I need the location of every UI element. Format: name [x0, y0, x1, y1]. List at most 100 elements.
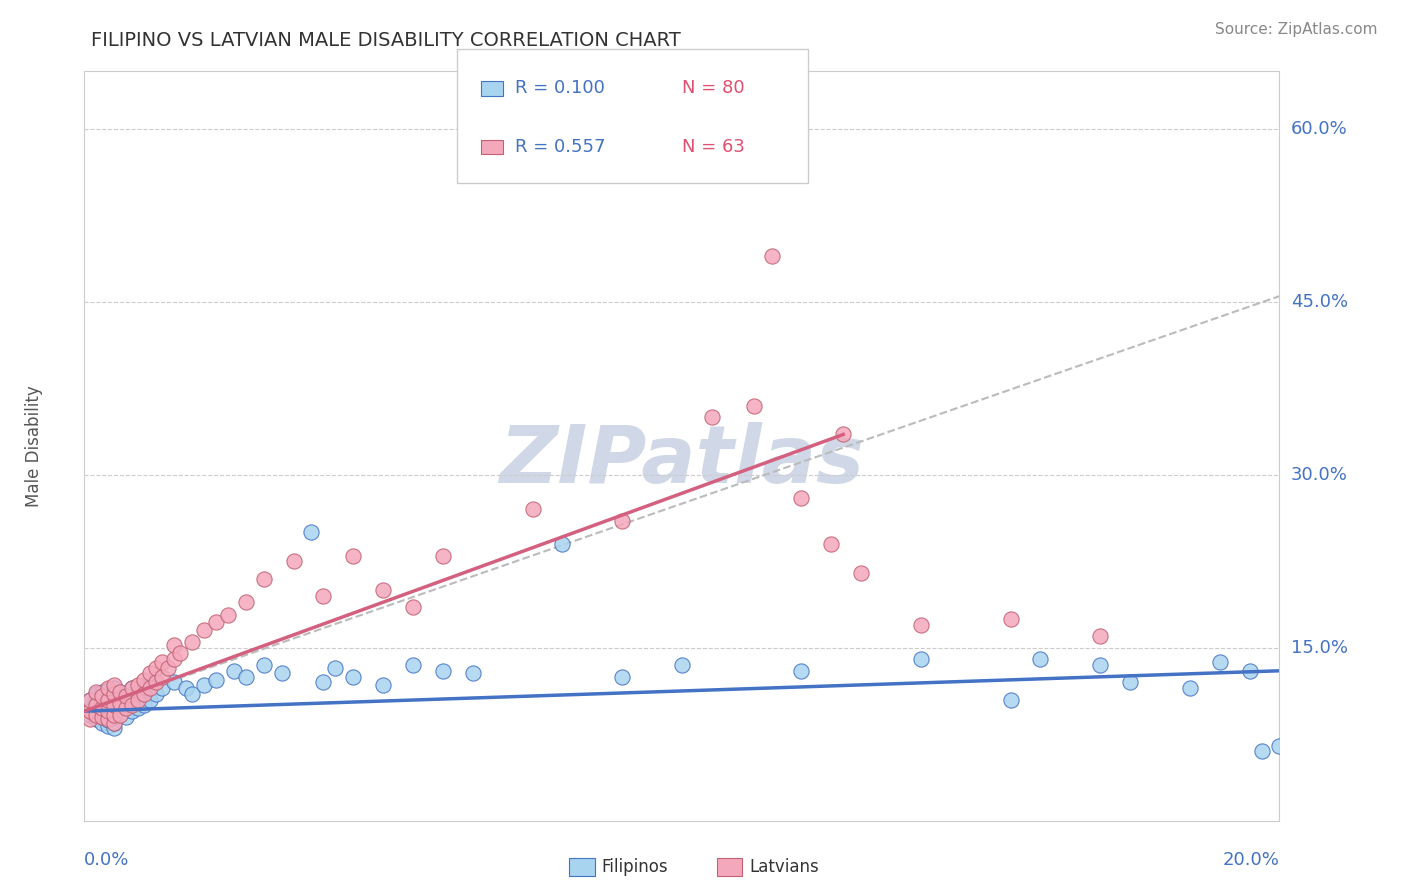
Point	[132, 681, 156, 695]
Point	[103, 715, 125, 730]
Point	[139, 678, 162, 692]
Point	[181, 687, 204, 701]
Point	[121, 692, 143, 706]
Point	[97, 692, 120, 706]
Point	[157, 661, 180, 675]
Point	[103, 698, 125, 713]
Point	[342, 669, 364, 683]
Point	[139, 692, 162, 706]
Point	[145, 687, 167, 701]
Point	[110, 684, 132, 698]
Point	[551, 537, 574, 551]
Point	[742, 399, 765, 413]
Point	[97, 707, 120, 722]
Text: Male Disability: Male Disability	[24, 385, 42, 507]
Point	[222, 664, 245, 678]
Point	[150, 681, 173, 695]
Text: 45.0%: 45.0%	[1291, 293, 1348, 311]
Point	[97, 702, 120, 716]
Point	[91, 689, 114, 703]
Point	[103, 722, 125, 736]
Point	[910, 617, 932, 632]
Point	[193, 678, 215, 692]
Text: 60.0%: 60.0%	[1291, 120, 1347, 138]
Point	[150, 655, 173, 669]
Point	[373, 583, 395, 598]
Point	[97, 681, 120, 695]
Point	[402, 600, 425, 615]
Point	[110, 696, 132, 710]
Point	[103, 698, 125, 713]
Point	[103, 707, 125, 722]
Point	[325, 661, 347, 675]
Point	[91, 684, 114, 698]
Point	[832, 427, 855, 442]
Point	[79, 707, 101, 722]
Point	[181, 635, 204, 649]
Point	[851, 566, 873, 580]
Point	[110, 692, 132, 706]
Point	[169, 647, 191, 661]
Text: N = 63: N = 63	[682, 138, 745, 156]
Text: Filipinos: Filipinos	[602, 858, 668, 876]
Point	[103, 704, 125, 718]
Point	[127, 692, 149, 706]
Point	[1000, 612, 1022, 626]
Point	[150, 669, 173, 683]
Point	[132, 698, 156, 713]
Point	[132, 687, 156, 701]
Point	[1250, 744, 1272, 758]
Point	[79, 698, 101, 713]
Point	[121, 698, 143, 713]
Point	[253, 572, 276, 586]
Point	[312, 675, 335, 690]
Point	[91, 692, 114, 706]
Point	[97, 719, 120, 733]
Point	[86, 707, 108, 722]
Point	[1209, 655, 1232, 669]
Point	[127, 678, 149, 692]
Point	[91, 710, 114, 724]
Point	[86, 698, 108, 713]
Point	[1000, 692, 1022, 706]
Point	[86, 698, 108, 713]
Point	[91, 704, 114, 718]
Point	[91, 700, 114, 714]
Point	[86, 687, 108, 701]
Point	[671, 658, 693, 673]
Point	[97, 712, 120, 726]
Point	[110, 700, 132, 714]
Text: 30.0%: 30.0%	[1291, 466, 1347, 483]
Point	[121, 681, 143, 695]
Point	[145, 675, 167, 690]
Point	[110, 684, 132, 698]
Point	[91, 715, 114, 730]
Point	[110, 707, 132, 722]
Point	[700, 410, 723, 425]
Point	[97, 704, 120, 718]
Point	[127, 700, 149, 714]
Point	[174, 681, 197, 695]
Point	[1178, 681, 1201, 695]
Point	[121, 704, 143, 718]
Point	[205, 673, 228, 687]
Point	[91, 698, 114, 713]
Point	[79, 704, 101, 718]
Point	[342, 549, 364, 563]
Point	[461, 666, 484, 681]
Point	[79, 704, 101, 718]
Point	[312, 589, 335, 603]
Text: Source: ZipAtlas.com: Source: ZipAtlas.com	[1215, 22, 1378, 37]
Point	[612, 669, 634, 683]
Point	[110, 707, 132, 722]
Point	[132, 673, 156, 687]
Point	[139, 666, 162, 681]
Point	[1090, 658, 1112, 673]
Point	[163, 639, 186, 653]
Point	[121, 681, 143, 695]
Point	[127, 687, 149, 701]
Point	[91, 710, 114, 724]
Point	[91, 689, 114, 703]
Point	[790, 664, 813, 678]
Point	[820, 537, 842, 551]
